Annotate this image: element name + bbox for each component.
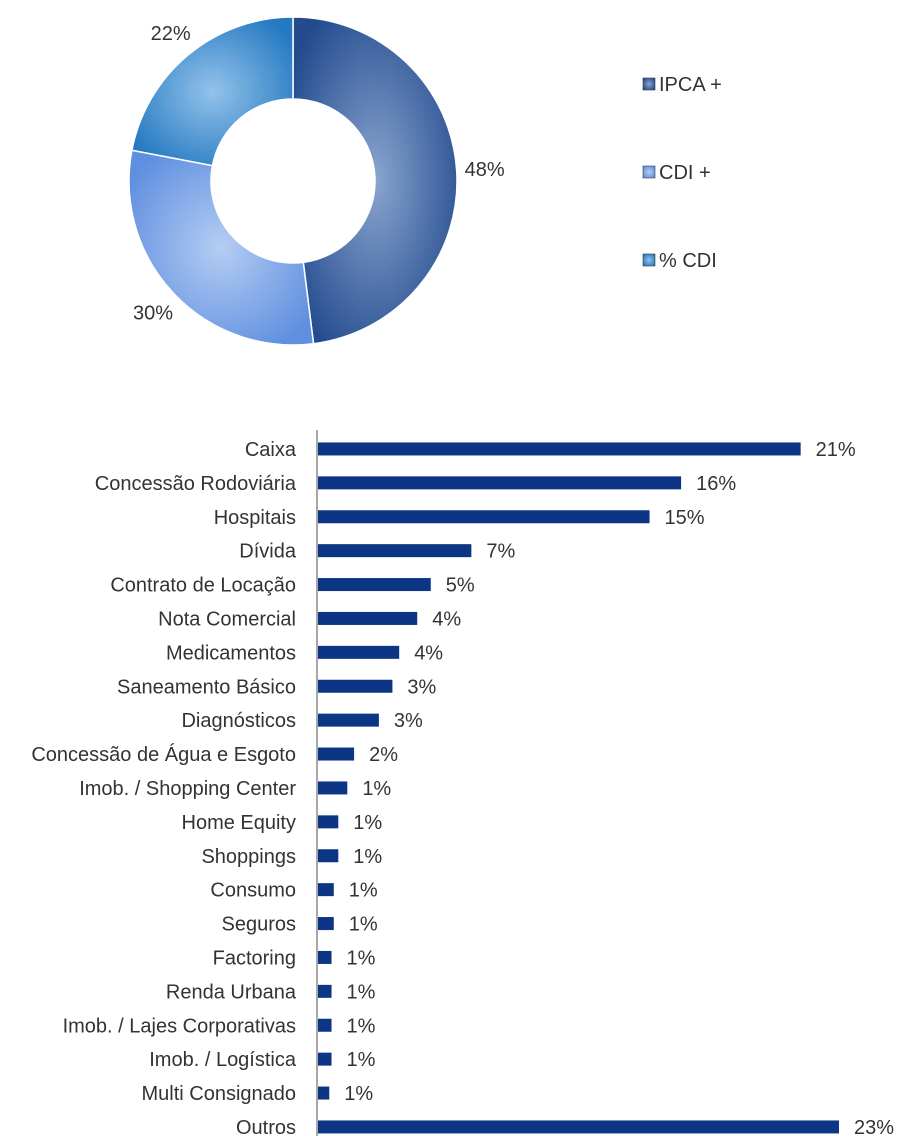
category-label: Nota Comercial bbox=[158, 608, 296, 630]
bar-value-label: 16% bbox=[696, 473, 736, 495]
donut-slice-1 bbox=[292, 16, 458, 345]
bar-value-label: 21% bbox=[816, 439, 856, 461]
legend-swatch-3 bbox=[642, 253, 656, 267]
bar-value-label: 15% bbox=[665, 507, 705, 529]
legend-swatch-2 bbox=[642, 165, 656, 179]
bar-value-label: 5% bbox=[446, 575, 475, 597]
bar bbox=[318, 849, 339, 863]
bar bbox=[318, 1052, 332, 1066]
bar bbox=[318, 1018, 332, 1032]
bar bbox=[318, 950, 332, 964]
bar-value-label: 4% bbox=[432, 608, 461, 630]
legend-item-label: CDI + bbox=[659, 162, 711, 184]
category-label: Medicamentos bbox=[166, 642, 296, 664]
bar bbox=[318, 510, 650, 524]
category-label: Concessão Rodoviária bbox=[95, 473, 297, 495]
category-label: Concessão de Água e Esgoto bbox=[31, 743, 296, 766]
donut-data-label: 48% bbox=[465, 159, 505, 181]
category-label: Contrato de Locação bbox=[110, 575, 296, 597]
bar-value-label: 1% bbox=[353, 846, 382, 868]
legend-swatch-1 bbox=[642, 77, 656, 91]
bar bbox=[318, 1120, 839, 1134]
bar-value-label: 3% bbox=[407, 676, 436, 698]
bar-value-label: 1% bbox=[347, 1049, 376, 1071]
category-label: Saneamento Básico bbox=[117, 676, 296, 698]
legend-item-label: IPCA + bbox=[659, 74, 722, 96]
bar bbox=[318, 713, 379, 727]
bar-value-label: 1% bbox=[349, 914, 378, 936]
legend-item-label: % CDI bbox=[659, 250, 717, 272]
legend: IPCA + CDI + % CDI bbox=[642, 74, 722, 272]
category-label: Renda Urbana bbox=[166, 981, 297, 1003]
bar-value-label: 1% bbox=[353, 812, 382, 834]
category-label: Seguros bbox=[222, 914, 297, 936]
bar-value-label: 1% bbox=[344, 1083, 373, 1105]
bar bbox=[318, 781, 348, 795]
bar bbox=[318, 476, 682, 490]
bar-value-label: 1% bbox=[362, 778, 391, 800]
bar-value-label: 1% bbox=[347, 1015, 376, 1037]
bar-value-label: 4% bbox=[414, 642, 443, 664]
bar-value-label: 1% bbox=[349, 880, 378, 902]
bar-value-label: 3% bbox=[394, 710, 423, 732]
bar-chart: Caixa Concessão Rodoviária Hospitais Dívida… bbox=[31, 430, 894, 1136]
bar bbox=[318, 611, 418, 625]
bar-value-label: 23% bbox=[854, 1117, 894, 1136]
bar bbox=[318, 917, 334, 931]
category-label: Dívida bbox=[239, 541, 297, 563]
bar bbox=[318, 883, 334, 897]
donut-slice-2 bbox=[128, 149, 315, 346]
bar bbox=[318, 442, 801, 456]
category-label: Imob. / Shopping Center bbox=[79, 778, 296, 800]
bar bbox=[318, 679, 393, 693]
category-label: Imob. / Logística bbox=[149, 1049, 297, 1071]
bar-value-label: 1% bbox=[347, 981, 376, 1003]
category-label: Caixa bbox=[245, 439, 297, 461]
category-label: Imob. / Lajes Corporativas bbox=[63, 1015, 296, 1037]
bar bbox=[318, 1086, 330, 1100]
bar bbox=[318, 747, 355, 761]
bar bbox=[318, 815, 339, 829]
bar bbox=[318, 578, 431, 592]
bar-value-label: 7% bbox=[486, 541, 515, 563]
donut-chart: 48% 30% 22% IPCA + CDI + % CDI bbox=[128, 16, 722, 346]
category-label: Outros bbox=[236, 1117, 296, 1136]
category-label: Shoppings bbox=[201, 846, 296, 868]
category-label: Hospitais bbox=[214, 507, 296, 529]
category-label: Home Equity bbox=[182, 812, 297, 834]
bar bbox=[318, 645, 400, 659]
category-label: Diagnósticos bbox=[181, 710, 296, 732]
bar-value-label: 1% bbox=[347, 947, 376, 969]
bar bbox=[318, 544, 472, 558]
category-label: Factoring bbox=[213, 947, 296, 969]
donut-data-label: 30% bbox=[133, 302, 173, 324]
donut-data-label: 22% bbox=[151, 23, 191, 45]
bar-value-label: 2% bbox=[369, 744, 398, 766]
category-label: Multi Consignado bbox=[141, 1083, 296, 1105]
donut-slice-3 bbox=[131, 16, 294, 167]
category-label: Consumo bbox=[210, 880, 296, 902]
bar bbox=[318, 984, 332, 998]
